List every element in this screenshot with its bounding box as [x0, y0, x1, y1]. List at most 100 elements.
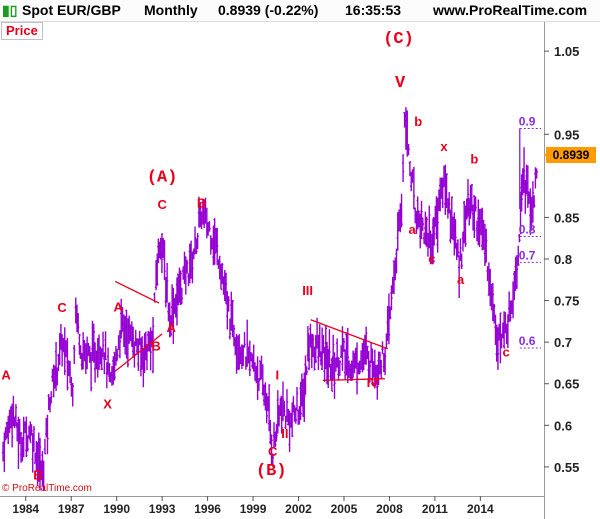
price-bar — [381, 341, 384, 355]
fib-level-label: 0.9 — [519, 114, 536, 128]
price-bar — [221, 263, 224, 285]
price-bar — [76, 313, 80, 334]
price-bar — [104, 331, 107, 361]
price-bar — [242, 345, 245, 366]
price-bar — [209, 235, 213, 255]
price-bar — [331, 334, 335, 381]
price-bar — [515, 255, 519, 289]
price-bar — [140, 336, 144, 370]
price-bar — [270, 434, 273, 466]
wave-label: A — [167, 320, 177, 335]
price-bar — [257, 378, 261, 391]
wave-label: a — [409, 222, 417, 237]
price-bar — [311, 334, 315, 358]
price-bar — [46, 414, 49, 455]
price-bar — [460, 253, 463, 269]
instrument-name: Spot EUR/GBP — [22, 2, 121, 18]
price-bar — [366, 345, 369, 360]
x-tick-label: 1996 — [194, 502, 221, 516]
price-bar — [421, 217, 424, 231]
price-bar — [295, 386, 299, 411]
price-bar — [32, 426, 36, 452]
price-bar — [483, 223, 487, 267]
price-bar — [183, 251, 186, 284]
wave-label: (C) — [383, 30, 414, 49]
price-bar — [337, 357, 340, 381]
price-bar — [420, 200, 423, 240]
price-bar — [324, 325, 327, 370]
price-bar — [283, 401, 286, 417]
price-bar — [358, 360, 361, 375]
price-bar — [454, 219, 457, 249]
price-bar — [267, 384, 271, 432]
price-bar — [485, 228, 488, 263]
price-bar — [180, 287, 184, 305]
price-bar — [281, 381, 285, 422]
price-bar — [328, 329, 331, 368]
price-bar — [346, 327, 349, 384]
price-bar — [428, 205, 431, 249]
price-bar — [133, 341, 136, 368]
current-price-badge: 0.8939 — [546, 147, 596, 163]
price-bar — [338, 360, 342, 376]
price-bar — [101, 331, 105, 358]
x-tick-label: 2014 — [467, 502, 494, 516]
y-tick-label: 0.7 — [554, 335, 572, 350]
price-bar — [390, 285, 393, 311]
price-bar — [78, 333, 81, 355]
price-bar — [303, 372, 306, 422]
site-label: www.ProRealTime.com — [433, 2, 588, 18]
price-bar — [92, 323, 95, 363]
price-bar — [473, 195, 476, 238]
price-bar — [457, 255, 461, 298]
price-bar — [456, 239, 460, 258]
wave-label: (A) — [147, 169, 178, 188]
price-bar — [439, 177, 442, 212]
price-bar — [26, 435, 29, 452]
x-tick-label: 1987 — [58, 502, 85, 516]
wave-label: A — [113, 299, 123, 314]
price-bar — [491, 282, 495, 322]
wave-label: II — [281, 426, 288, 441]
price-bar — [42, 460, 45, 491]
price-bar — [213, 218, 216, 265]
price-bar — [474, 196, 477, 212]
price-bar — [199, 202, 202, 228]
price-bar — [285, 389, 289, 423]
wave-label: c — [428, 251, 435, 266]
wave-label: b — [470, 151, 478, 166]
price-bar — [63, 327, 66, 376]
x-tick-label: 1984 — [12, 502, 39, 516]
price-bar — [274, 431, 277, 447]
wave-label: B — [33, 467, 42, 482]
price-bar — [160, 233, 164, 274]
price-bar — [30, 424, 33, 436]
price-bar — [73, 345, 76, 365]
price-bar — [314, 335, 317, 364]
y-tick-label: 0.95 — [554, 127, 579, 142]
price-bar — [89, 352, 93, 392]
price-bar — [120, 298, 123, 339]
price-bar — [245, 319, 249, 367]
wave-label: IV — [367, 375, 380, 390]
price-bar — [499, 312, 502, 364]
price-bar — [48, 397, 52, 413]
price-bar — [518, 233, 521, 243]
price-bar — [342, 338, 345, 352]
price-bar — [149, 327, 152, 371]
price-bar — [299, 381, 302, 421]
price-bar — [355, 342, 359, 395]
wave-label: B — [197, 195, 206, 210]
price-panel-tag[interactable]: Price — [1, 22, 43, 40]
price-bar — [179, 270, 182, 306]
wave-label: V — [395, 74, 406, 93]
price-bar — [265, 392, 268, 424]
price-bar — [156, 253, 159, 286]
fib-level-label: 0.8 — [519, 223, 536, 237]
fib-level-label: 0.7 — [519, 248, 536, 262]
copyright-label: © ProRealTime.com — [2, 483, 92, 494]
price-bar — [481, 207, 484, 251]
trend-line — [310, 319, 389, 350]
price-bar — [306, 326, 310, 362]
wave-label: x — [440, 139, 448, 154]
